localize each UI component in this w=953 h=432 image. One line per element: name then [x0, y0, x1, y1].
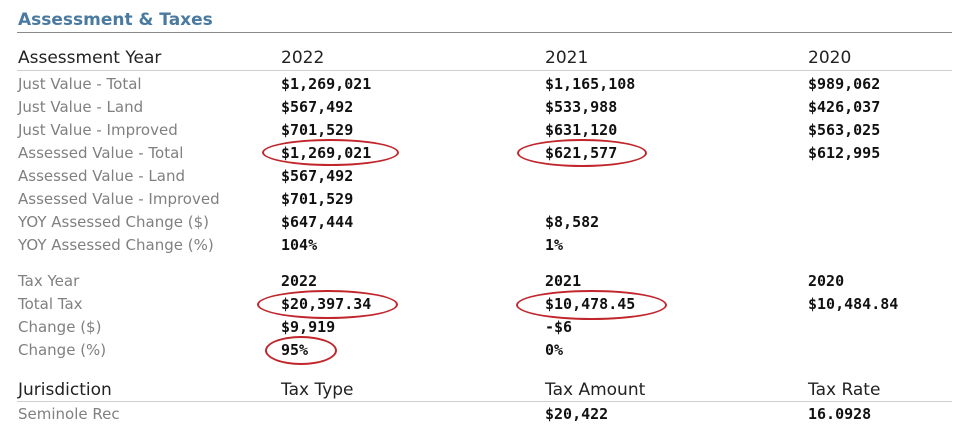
- value-2022: $701,529: [281, 190, 354, 208]
- jurisdiction-header: Jurisdiction: [18, 380, 112, 400]
- table-row: YOY Assessed Change (%) 104% 1%: [0, 236, 953, 258]
- value-2022: $567,492: [281, 98, 354, 116]
- jurisdiction-header-row: Jurisdiction Tax Type Tax Amount Tax Rat…: [0, 380, 953, 402]
- value-2021: 1%: [545, 236, 564, 254]
- value-2021: $8,582: [545, 213, 600, 231]
- row-label: Just Value - Land: [18, 98, 144, 116]
- value-2022: $20,397.34: [281, 295, 372, 313]
- value-2022: $1,269,021: [281, 144, 372, 162]
- section-title: Assessment & Taxes: [18, 10, 213, 30]
- jurisdiction-header-divider: [17, 401, 952, 402]
- value-2022: 104%: [281, 236, 318, 254]
- tax-year-2022: 2022: [281, 272, 318, 290]
- table-row: YOY Assessed Change ($) $647,444 $8,582: [0, 213, 953, 235]
- value-2021: -$6: [545, 318, 573, 336]
- table-row: Total Tax $20,397.34 $10,478.45 $10,484.…: [0, 295, 953, 317]
- table-row: Just Value - Improved $701,529 $631,120 …: [0, 121, 953, 143]
- value-2021: $1,165,108: [545, 75, 636, 93]
- row-label: Assessed Value - Total: [18, 144, 184, 162]
- tax-amount: $20,422: [545, 405, 609, 423]
- value-2022: $9,919: [281, 318, 336, 336]
- value-2021: $621,577: [545, 144, 618, 162]
- table-row: Seminole Rec $20,422 16.0928: [0, 405, 953, 427]
- row-label: Just Value - Total: [18, 75, 142, 93]
- title-divider: [17, 32, 952, 33]
- value-2022: $1,269,021: [281, 75, 372, 93]
- tax-year-2020: 2020: [808, 272, 845, 290]
- value-2020: $612,995: [808, 144, 881, 162]
- row-label: YOY Assessed Change (%): [18, 236, 214, 254]
- tax-amount-header: Tax Amount: [545, 380, 646, 400]
- jurisdiction-name: Seminole Rec: [18, 405, 120, 423]
- row-label: Total Tax: [18, 295, 83, 313]
- value-2020: $563,025: [808, 121, 881, 139]
- row-label: Assessed Value - Land: [18, 167, 185, 185]
- tax-rate: 16.0928: [808, 405, 872, 423]
- row-label: Just Value - Improved: [18, 121, 178, 139]
- row-label: Change (%): [18, 341, 107, 359]
- tax-year-label: Tax Year: [18, 272, 80, 290]
- value-2022: $567,492: [281, 167, 354, 185]
- table-row: Assessed Value - Land $567,492: [0, 167, 953, 189]
- value-2021: 0%: [545, 341, 564, 359]
- tax-type-header: Tax Type: [281, 380, 354, 400]
- table-row: Assessed Value - Improved $701,529: [0, 190, 953, 212]
- table-row: Change ($) $9,919 -$6: [0, 318, 953, 340]
- value-2021: $631,120: [545, 121, 618, 139]
- row-label: Assessed Value - Improved: [18, 190, 220, 208]
- assessment-header-row: Assessment Year 2022 2021 2020: [0, 48, 953, 70]
- assessment-header-divider: [17, 70, 952, 71]
- value-2022: 95%: [281, 341, 309, 359]
- value-2020: $426,037: [808, 98, 881, 116]
- table-row: Assessed Value - Total $1,269,021 $621,5…: [0, 144, 953, 166]
- assessment-year-2021: 2021: [545, 48, 589, 68]
- value-2020: $989,062: [808, 75, 881, 93]
- table-row: Change (%) 95% 0%: [0, 341, 953, 363]
- value-2021: $533,988: [545, 98, 618, 116]
- value-2022: $701,529: [281, 121, 354, 139]
- table-row: Just Value - Land $567,492 $533,988 $426…: [0, 98, 953, 120]
- assessment-year-label: Assessment Year: [18, 48, 162, 68]
- value-2021: $10,478.45: [545, 295, 636, 313]
- tax-year-2021: 2021: [545, 272, 582, 290]
- tax-header-row: Tax Year 2022 2021 2020: [0, 272, 953, 294]
- assessment-year-2022: 2022: [281, 48, 325, 68]
- tax-rate-header: Tax Rate: [808, 380, 881, 400]
- value-2020: $10,484.84: [808, 295, 899, 313]
- assessment-year-2020: 2020: [808, 48, 852, 68]
- row-label: YOY Assessed Change ($): [18, 213, 209, 231]
- row-label: Change ($): [18, 318, 102, 336]
- value-2022: $647,444: [281, 213, 354, 231]
- table-row: Just Value - Total $1,269,021 $1,165,108…: [0, 75, 953, 97]
